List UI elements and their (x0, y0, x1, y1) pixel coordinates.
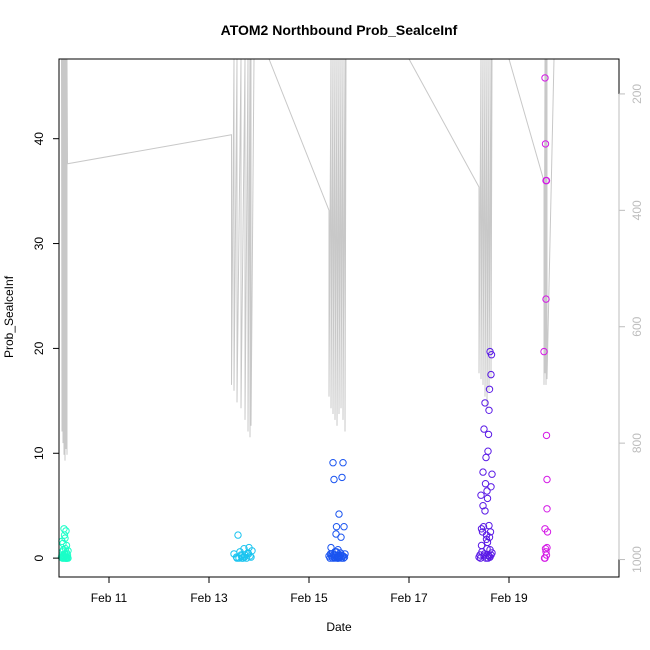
data-point-series-4 (481, 507, 489, 515)
data-point-series-4 (483, 538, 492, 547)
data-point-series-5 (541, 74, 549, 82)
y-axis-label: Prob_SealceInf (2, 275, 16, 358)
y2-tick-label: 400 (630, 200, 644, 220)
data-point-series-4 (488, 470, 496, 478)
data-point-series-2 (246, 552, 254, 560)
y-tick-label: 30 (32, 237, 46, 251)
data-point-series-4 (480, 425, 488, 433)
y-tick-label: 40 (32, 132, 46, 146)
y2-tick-label: 1000 (630, 546, 644, 573)
data-point-series-1 (62, 527, 70, 535)
data-point-series-4 (477, 541, 486, 550)
data-point-series-1 (60, 553, 69, 561)
data-point-series-4 (485, 406, 493, 414)
data-point-series-4 (487, 351, 496, 359)
data-point-series-4 (477, 491, 485, 499)
data-point-series-5 (543, 475, 551, 484)
data-point-series-2 (238, 554, 246, 562)
data-point-series-1 (62, 554, 70, 562)
data-point-series-4 (481, 399, 489, 407)
data-point-series-4 (483, 494, 492, 503)
data-point-series-4 (483, 487, 491, 495)
data-point-series-4 (484, 430, 493, 439)
data-point-series-3 (341, 550, 349, 558)
data-point-series-2 (244, 550, 253, 558)
chart-title: ATOM2 Northbound Prob_SealceInf (221, 22, 458, 38)
data-point-series-5 (543, 543, 551, 552)
data-point-series-4 (484, 447, 492, 455)
data-point-series-5 (543, 505, 551, 513)
data-point-series-4 (479, 523, 488, 531)
data-point-series-4 (487, 370, 495, 379)
data-point-series-5 (541, 525, 549, 533)
y-tick-label: 20 (32, 341, 46, 355)
x-tick-label: Feb 13 (190, 591, 228, 605)
y-axis: 0 10 20 30 40 (32, 132, 60, 561)
data-point-series-3 (335, 510, 343, 518)
x-axis: Feb 11 Feb 13 Feb 15 Feb 17 Feb 19 (91, 576, 528, 605)
data-point-series-3 (337, 552, 345, 560)
x-axis-label: Date (326, 620, 352, 634)
data-point-series-4 (485, 385, 494, 393)
scatter-points-layer (57, 74, 552, 562)
data-point-series-3 (327, 543, 335, 552)
data-point-series-4 (487, 483, 495, 491)
data-point-series-3 (338, 473, 346, 482)
data-point-series-5 (542, 176, 551, 185)
data-point-series-4 (479, 502, 487, 510)
data-point-series-5 (540, 347, 548, 356)
data-point-series-3 (337, 533, 345, 541)
depth-track-line (61, 59, 555, 461)
data-point-series-3 (330, 475, 338, 484)
data-point-series-4 (478, 528, 487, 536)
data-point-series-5 (541, 554, 549, 562)
x-tick-label: Feb 15 (290, 591, 328, 605)
x-tick-label: Feb 19 (490, 591, 528, 605)
y2-tick-label: 800 (630, 433, 644, 453)
data-point-series-1 (60, 531, 69, 539)
y2-axis-depth: 200 400 600 800 1000 (618, 84, 644, 573)
y-tick-label: 0 (32, 554, 46, 561)
data-point-series-1 (62, 541, 71, 550)
data-point-series-5 (541, 140, 550, 148)
data-point-series-1 (61, 550, 69, 558)
y2-tick-label: 600 (630, 316, 644, 336)
data-point-series-3 (340, 523, 348, 531)
data-point-series-5 (542, 295, 550, 303)
data-point-series-3 (339, 554, 348, 562)
data-point-series-2 (234, 531, 242, 539)
y2-tick-label: 200 (630, 84, 644, 104)
y-tick-label: 10 (32, 446, 46, 460)
data-point-series-3 (332, 523, 341, 531)
data-point-series-4 (477, 525, 486, 533)
depth-track-layer (61, 59, 555, 461)
x-tick-label: Feb 11 (91, 591, 128, 605)
data-point-series-5 (542, 431, 551, 440)
data-point-series-4 (482, 453, 490, 462)
data-point-series-4 (476, 554, 485, 562)
data-point-series-3 (339, 459, 347, 467)
data-point-series-4 (481, 480, 490, 488)
data-point-series-4 (485, 533, 494, 541)
x-tick-label: Feb 17 (390, 591, 428, 605)
data-point-series-4 (479, 468, 487, 476)
data-point-series-4 (487, 551, 495, 559)
data-point-series-3 (329, 459, 337, 467)
data-point-series-4 (486, 528, 495, 536)
